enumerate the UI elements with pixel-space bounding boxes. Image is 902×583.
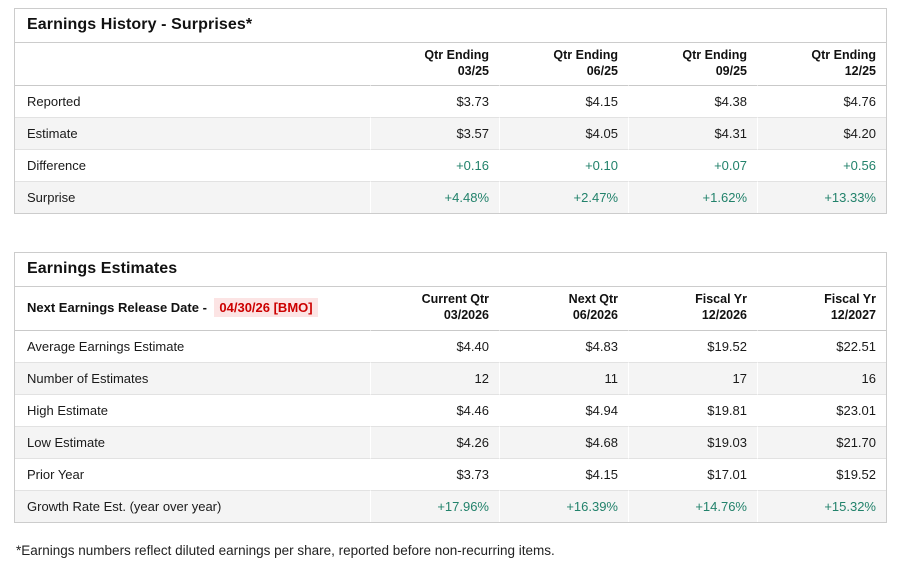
earnings-history-body: Reported $3.73 $4.15 $4.38 $4.76 Estimate $3.5… (15, 86, 886, 214)
table-row: Estimate $3.57 $4.05 $4.31 $4.20 (15, 118, 886, 151)
column-header: Qtr Ending 03/25 (370, 43, 499, 87)
earnings-estimates-title: Earnings Estimates (15, 253, 886, 288)
cell-value: $4.31 (628, 118, 757, 151)
table-row: Number of Estimates 12 11 17 16 (15, 362, 886, 395)
cell-value: +0.07 (628, 150, 757, 183)
cell-value: $3.57 (370, 118, 499, 151)
table-row: Growth Rate Est. (year over year) +17.96%… (15, 490, 886, 522)
next-earnings-release-label: Next Earnings Release Date - (27, 299, 207, 315)
cell-value: +0.16 (370, 150, 499, 183)
cell-value: $3.73 (370, 86, 499, 119)
cell-value: +4.48% (370, 182, 499, 214)
cell-value: $4.68 (499, 426, 628, 459)
cell-value: 12 (370, 362, 499, 395)
cell-value: $4.15 (499, 458, 628, 491)
cell-value: $4.38 (628, 86, 757, 119)
row-label: Estimate (15, 118, 370, 151)
cell-value: $4.83 (499, 330, 628, 363)
cell-value: $3.73 (370, 458, 499, 491)
header-spacer-cell (15, 43, 370, 87)
cell-value: +13.33% (757, 182, 886, 214)
row-label: Prior Year (15, 459, 370, 491)
table-row: High Estimate $4.46 $4.94 $19.81 $23.01 (15, 394, 886, 427)
cell-value: $17.01 (628, 458, 757, 491)
table-row: Reported $3.73 $4.15 $4.38 $4.76 (15, 86, 886, 119)
cell-value: +0.10 (499, 150, 628, 183)
table-row: Low Estimate $4.26 $4.68 $19.03 $21.70 (15, 426, 886, 459)
cell-value: $21.70 (757, 426, 886, 459)
row-label: Surprise (15, 182, 370, 214)
column-header: Qtr Ending 12/25 (757, 43, 886, 87)
earnings-page: Earnings History - Surprises* Qtr Ending… (14, 8, 887, 558)
cell-value: $19.03 (628, 426, 757, 459)
column-header: Fiscal Yr 12/2026 (628, 287, 757, 331)
row-label: High Estimate (15, 395, 370, 427)
table-row: Prior Year $3.73 $4.15 $17.01 $19.52 (15, 458, 886, 491)
row-label: Average Earnings Estimate (15, 331, 370, 363)
earnings-history-header-row: Qtr Ending 03/25 Qtr Ending 06/25 Qtr Ending… (15, 43, 886, 87)
cell-value: $19.81 (628, 394, 757, 427)
earnings-estimates-section: Earnings Estimates Next Earnings Release… (14, 252, 887, 523)
cell-value: $4.46 (370, 394, 499, 427)
cell-value: +16.39% (499, 490, 628, 522)
cell-value: +1.62% (628, 182, 757, 214)
cell-value: $19.52 (628, 330, 757, 363)
earnings-estimates-header-row: Next Earnings Release Date - 04/30/26 [B… (15, 287, 886, 331)
earnings-footnote: *Earnings numbers reflect diluted earnin… (16, 542, 555, 558)
column-header: Current Qtr 03/2026 (370, 287, 499, 331)
column-header: Qtr Ending 06/25 (499, 43, 628, 87)
next-earnings-release-cell: Next Earnings Release Date - 04/30/26 [B… (15, 287, 370, 331)
cell-value: +17.96% (370, 490, 499, 522)
row-label: Reported (15, 86, 370, 119)
cell-value: $4.05 (499, 118, 628, 151)
table-row: Difference +0.16 +0.10 +0.07 +0.56 (15, 150, 886, 183)
cell-value: +14.76% (628, 490, 757, 522)
cell-value: +0.56 (757, 150, 886, 183)
earnings-history-title: Earnings History - Surprises* (15, 9, 886, 43)
cell-value: +15.32% (757, 490, 886, 522)
column-header: Fiscal Yr 12/2027 (757, 287, 886, 331)
cell-value: $4.40 (370, 330, 499, 363)
cell-value: $4.76 (757, 86, 886, 119)
earnings-estimates-table: Next Earnings Release Date - 04/30/26 [B… (15, 287, 886, 522)
cell-value: $19.52 (757, 458, 886, 491)
cell-value: $23.01 (757, 394, 886, 427)
cell-value: $4.26 (370, 426, 499, 459)
cell-value: $22.51 (757, 330, 886, 363)
cell-value: $4.94 (499, 394, 628, 427)
row-label: Low Estimate (15, 426, 370, 459)
table-row: Average Earnings Estimate $4.40 $4.83 $19.5… (15, 330, 886, 363)
cell-value: 17 (628, 362, 757, 395)
cell-value: $4.20 (757, 118, 886, 151)
earnings-history-table: Qtr Ending 03/25 Qtr Ending 06/25 Qtr Ending… (15, 43, 886, 214)
cell-value: +2.47% (499, 182, 628, 214)
cell-value: $4.15 (499, 86, 628, 119)
row-label: Growth Rate Est. (year over year) (15, 490, 370, 522)
column-header: Qtr Ending 09/25 (628, 43, 757, 87)
row-label: Number of Estimates (15, 362, 370, 395)
row-label: Difference (15, 150, 370, 183)
earnings-estimates-body: Average Earnings Estimate $4.40 $4.83 $19.5… (15, 330, 886, 522)
table-row: Surprise +4.48% +2.47% +1.62% +13.33% (15, 182, 886, 214)
next-earnings-release-date: 04/30/26 [BMO] (214, 297, 318, 317)
earnings-history-section: Earnings History - Surprises* Qtr Ending… (14, 8, 887, 215)
column-header: Next Qtr 06/2026 (499, 287, 628, 331)
cell-value: 11 (499, 362, 628, 395)
cell-value: 16 (757, 362, 886, 395)
